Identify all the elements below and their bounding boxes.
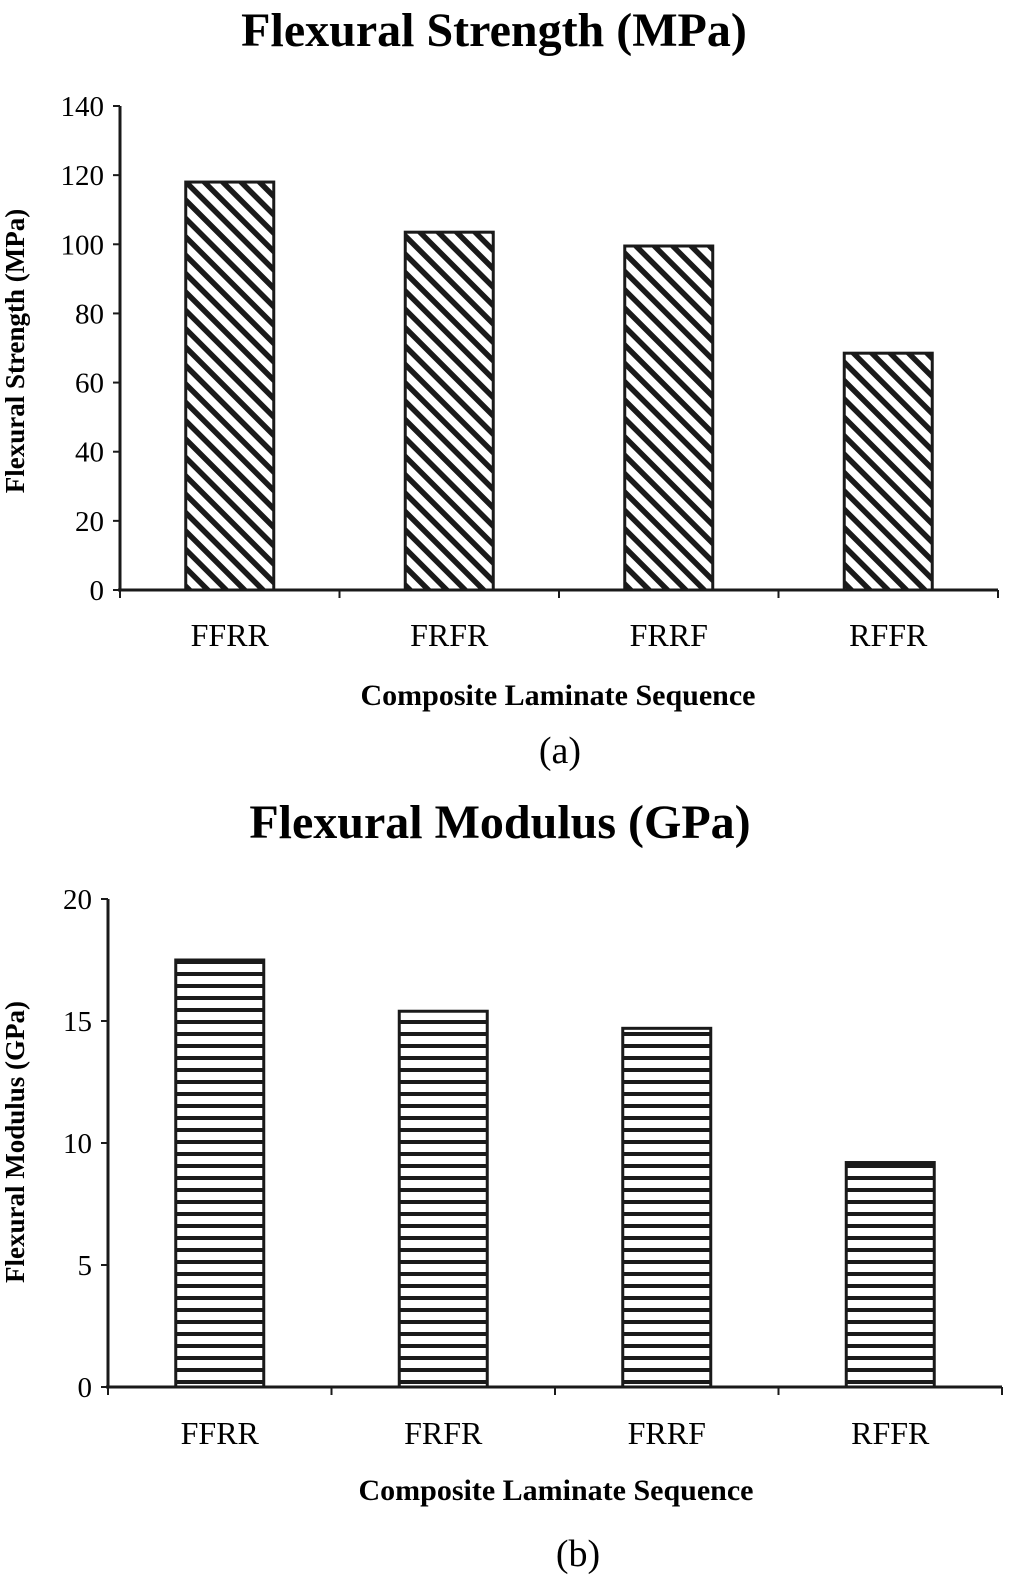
y-ticks: 0 5 10 15 20 (63, 884, 108, 1404)
category-labels: FFRR FRFR FRRF RFFR (191, 617, 928, 653)
chart-title: Flexural Strength (MPa) (241, 4, 747, 57)
category-label: FRRF (628, 1415, 706, 1451)
y-tick-label: 100 (61, 229, 105, 261)
y-tick-label: 20 (75, 506, 104, 538)
y-tick-label: 0 (90, 575, 105, 607)
flexural-modulus-chart: Flexural Modulus (GPa) Flexural Modulus … (0, 796, 1003, 1575)
category-label: FFRR (181, 1415, 260, 1451)
category-labels: FFRR FRFR FRRF RFFR (181, 1415, 930, 1451)
category-label: FFRR (191, 617, 270, 653)
y-tick-label: 15 (63, 1006, 92, 1038)
category-label: FRRF (630, 617, 708, 653)
y-tick-label: 120 (61, 160, 105, 192)
flexural-strength-chart: Flexural Strength (MPa) Flexural Strengt… (0, 4, 999, 772)
x-axis-label: Composite Laminate Sequence (361, 679, 756, 712)
y-tick-label: 60 (75, 368, 104, 400)
bar-ffrr (174, 958, 266, 1389)
bar-frfr (403, 230, 495, 592)
bar-frfr (397, 1009, 489, 1389)
x-ticks (107, 1387, 1003, 1395)
y-tick-label: 20 (63, 884, 92, 916)
y-tick-label: 10 (63, 1128, 92, 1160)
y-tick-label: 40 (75, 437, 104, 469)
y-tick-label: 5 (78, 1250, 93, 1282)
bar-rffr (844, 1161, 936, 1389)
y-axis-label: Flexural Modulus (GPa) (0, 1001, 30, 1283)
panel-label: (a) (539, 730, 581, 772)
bar-frrf (623, 244, 715, 592)
y-tick-label: 0 (78, 1372, 93, 1404)
y-tick-label: 80 (75, 298, 104, 330)
panel-label: (b) (556, 1533, 600, 1575)
x-ticks (119, 590, 999, 598)
chart-title: Flexural Modulus (GPa) (249, 796, 750, 849)
y-tick-label: 140 (61, 91, 105, 123)
bar-ffrr (184, 180, 276, 592)
bar-frrf (621, 1026, 713, 1389)
bars (174, 958, 936, 1389)
bar-rffr (842, 351, 934, 592)
category-label: RFFR (849, 617, 928, 653)
bars (184, 180, 934, 592)
category-label: FRFR (410, 617, 489, 653)
y-axis-label: Flexural Strength (MPa) (0, 209, 30, 493)
y-ticks: 0 20 40 60 80 100 120 140 (61, 91, 120, 607)
category-label: RFFR (851, 1415, 930, 1451)
x-axis-label: Composite Laminate Sequence (359, 1474, 754, 1507)
category-label: FRFR (404, 1415, 483, 1451)
